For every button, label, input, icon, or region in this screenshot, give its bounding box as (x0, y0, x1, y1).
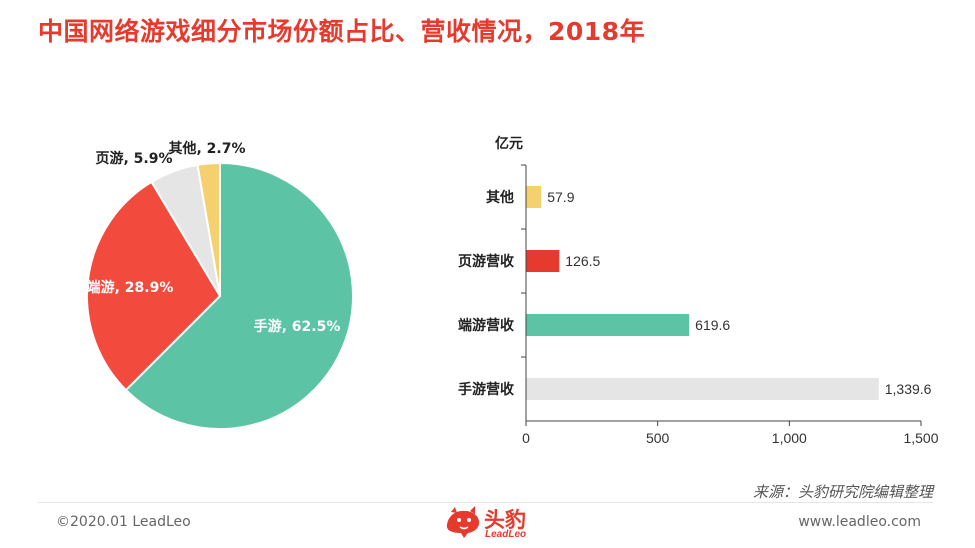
bar-1 (526, 186, 542, 208)
bar-value-label-1: 57.9 (547, 189, 574, 205)
leopard-icon (446, 506, 480, 538)
bar-value-label-3: 619.6 (695, 317, 730, 333)
bar-4 (526, 378, 879, 400)
pie-label-1: 手游, 62.5% (254, 318, 341, 335)
bar-unit-label: 亿元 (495, 135, 523, 152)
footer-divider (38, 502, 933, 503)
bar-value-label-4: 1,339.6 (885, 381, 932, 397)
x-tick-label-2: 500 (646, 430, 670, 446)
website-link[interactable]: www.leadleo.com (798, 514, 921, 530)
logo-cn-text: 头豹 (484, 508, 526, 532)
page-title: 中国网络游戏细分市场份额占比、营收情况，2018年 (38, 17, 646, 46)
logo-en-text: LeadLeo (485, 529, 527, 540)
x-tick-label-3: 1,000 (772, 430, 807, 446)
pie-slice-1 (124, 161, 354, 430)
bar-category-label-1: 其他 (486, 189, 514, 206)
x-tick-label-4: 1,500 (903, 430, 938, 446)
pie-slice-2 (86, 180, 222, 392)
pie-label-4: 其他, 2.7% (168, 140, 245, 157)
source-note: 来源：头豹研究院编辑整理 (752, 483, 933, 501)
bar-category-label-3: 端游营收 (458, 317, 515, 334)
bar-category-label-4: 手游营收 (458, 381, 515, 398)
pie-label-2: 端游, 28.9% (87, 279, 174, 296)
bar-3 (526, 314, 690, 336)
pie-label-3: 页游, 5.9% (95, 150, 172, 167)
x-tick-label-1: 0 (522, 430, 530, 446)
bar-2 (526, 250, 560, 272)
copyright-text: ©2020.01 LeadLeo (56, 514, 191, 530)
bar-category-label-2: 页游营收 (458, 253, 515, 270)
pie-slice-4 (196, 161, 221, 297)
bar-value-label-2: 126.5 (565, 253, 600, 269)
leadleo-logo: 头豹 LeadLeo (444, 503, 536, 543)
